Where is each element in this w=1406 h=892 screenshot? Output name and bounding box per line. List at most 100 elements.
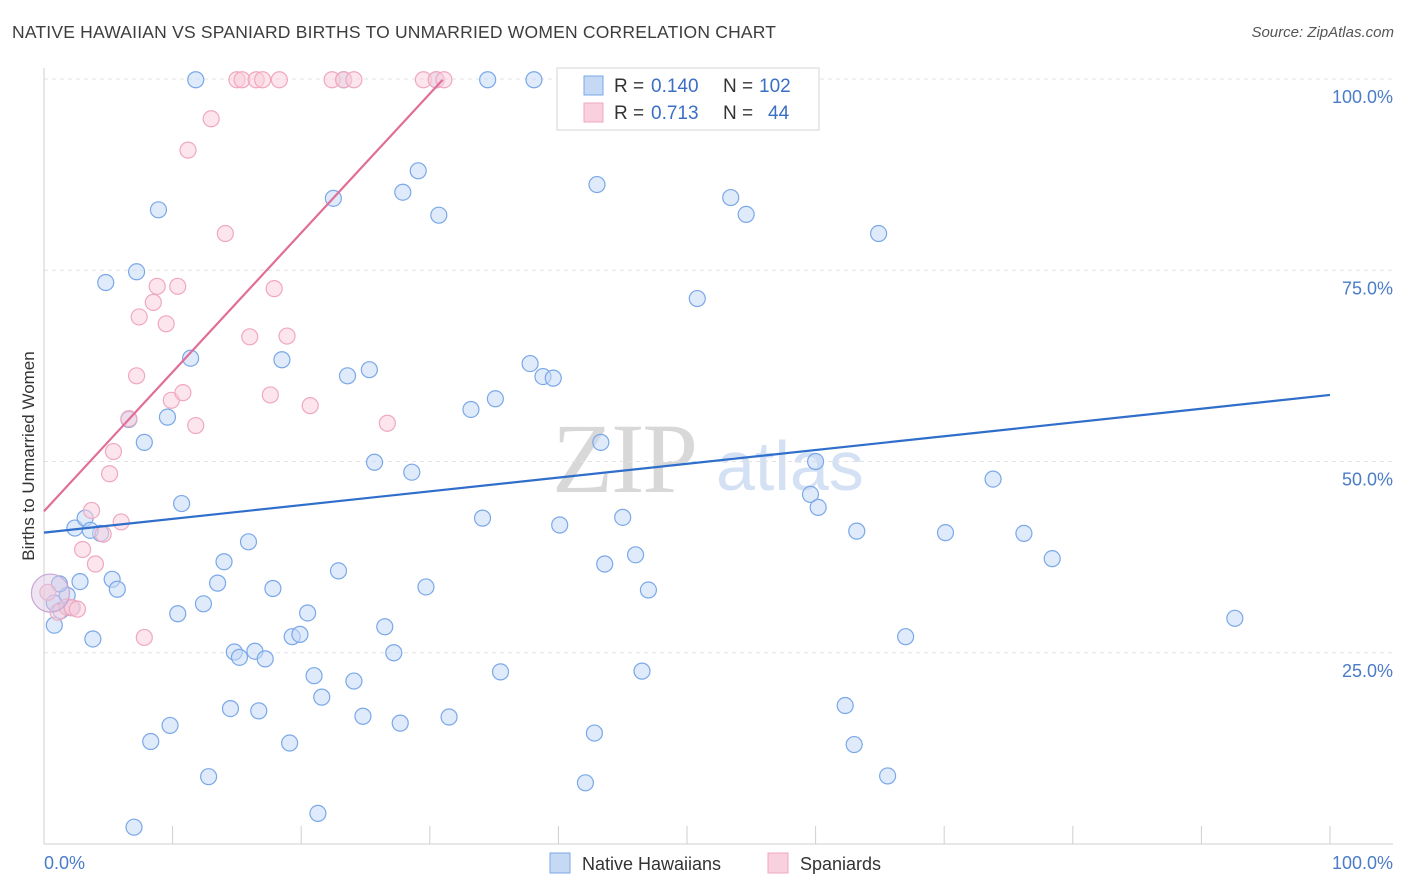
point-native-hawaiians [239,533,258,551]
y-tick-label: 75.0% [1342,278,1393,298]
point-spaniards [179,141,197,159]
point-native-hawaiians [365,453,384,471]
trend-line-native-hawaiians [43,393,1331,534]
x-axis-ticks [43,826,1331,844]
point-native-hawaiians [84,630,102,648]
point-spaniards [301,397,319,415]
point-spaniards [241,328,259,346]
point-native-hawaiians [585,724,604,742]
point-spaniards [112,513,130,531]
point-native-hawaiians [806,452,825,471]
trend-line-spaniards [43,79,444,512]
point-native-hawaiians [200,768,218,786]
point-native-hawaiians [486,390,504,408]
point-native-hawaiians [291,625,309,643]
legend-n-value-1: 102 [759,76,791,97]
point-cluster-overlap [30,573,71,613]
point-native-hawaiians [639,581,658,599]
legend-r-value-1: 0.140 [651,76,699,97]
legend-r-value-2: 0.713 [651,103,699,124]
point-spaniards [169,277,187,295]
y-axis-title: Births to Unmarried Women [19,351,38,560]
legend-swatch-spaniards [583,102,604,123]
point-native-hawaiians [479,71,497,89]
point-spaniards [39,583,57,601]
point-spaniards [104,442,123,461]
point-native-hawaiians [462,400,480,419]
point-native-hawaiians [722,188,740,207]
point-spaniards [157,315,175,333]
watermark-zip: ZIP [552,403,696,514]
source-label: Source: ZipAtlas.com [1251,24,1394,41]
point-native-hawaiians [633,662,651,680]
point-spaniards [216,224,234,243]
point-native-hawaiians [551,516,569,534]
point-native-hawaiians [135,433,153,451]
point-native-hawaiians [71,573,89,591]
point-native-hawaiians [194,595,213,613]
chart-title: NATIVE HAWAIIAN VS SPANIARD BIRTHS TO UN… [12,22,777,42]
point-native-hawaiians [525,71,543,89]
point-spaniards [378,414,396,432]
point-native-hawaiians [836,696,854,715]
point-native-hawaiians [173,494,191,513]
point-spaniards [130,308,148,326]
point-native-hawaiians [142,732,160,751]
point-native-hawaiians [338,367,357,385]
point-native-hawaiians [391,714,409,732]
series-legend-swatch-spaniards [767,852,789,874]
point-native-hawaiians [127,263,146,281]
legend-n-label-2: N = [723,103,753,124]
point-native-hawaiians [273,351,291,369]
point-native-hawaiians [544,369,562,387]
watermark: ZIP atlas [552,403,864,514]
point-native-hawaiians [614,508,632,526]
point-native-hawaiians [870,224,888,243]
y-tick-label: 50.0% [1342,470,1393,490]
point-native-hawaiians [385,644,403,662]
point-native-hawaiians [588,175,606,194]
watermark-atlas: atlas [716,427,864,505]
point-spaniards [94,525,112,543]
point-native-hawaiians [417,578,435,596]
point-native-hawaiians [688,289,706,308]
legend-n-label-1: N = [723,76,753,97]
point-native-hawaiians [848,522,866,540]
series-legend: Native Hawaiians Spaniards [549,852,881,874]
series-legend-swatch-native-hawaiians [549,852,571,874]
point-native-hawaiians [299,604,317,622]
point-native-hawaiians [305,667,323,685]
point-native-hawaiians [230,648,249,666]
point-native-hawaiians [1015,524,1033,543]
point-native-hawaiians [376,618,394,636]
point-native-hawaiians [521,354,539,373]
point-native-hawaiians [329,562,348,580]
point-native-hawaiians [264,579,282,598]
point-spaniards [135,628,153,647]
point-native-hawaiians [403,463,421,481]
point-spaniards [254,71,272,89]
y-tick-label: 25.0% [1342,661,1393,681]
y-tick-label: 100.0% [1332,87,1393,107]
points-layer [30,71,1244,836]
point-native-hawaiians [897,628,915,646]
grid-lines [44,78,1393,654]
point-native-hawaiians [491,663,510,681]
point-native-hawaiians [845,735,863,754]
series-legend-label-spaniards: Spaniards [800,854,881,874]
point-native-hawaiians [97,273,115,292]
point-native-hawaiians [108,580,126,598]
point-native-hawaiians [409,162,427,180]
point-native-hawaiians [161,716,179,735]
point-spaniards [270,71,288,89]
point-native-hawaiians [250,702,268,720]
point-native-hawaiians [984,470,1002,488]
point-native-hawaiians [215,553,233,571]
point-native-hawaiians [440,708,458,726]
point-native-hawaiians [182,349,200,367]
point-spaniards [278,327,296,345]
point-spaniards [73,540,92,559]
point-native-hawaiians [256,650,274,668]
point-spaniards [148,277,166,295]
